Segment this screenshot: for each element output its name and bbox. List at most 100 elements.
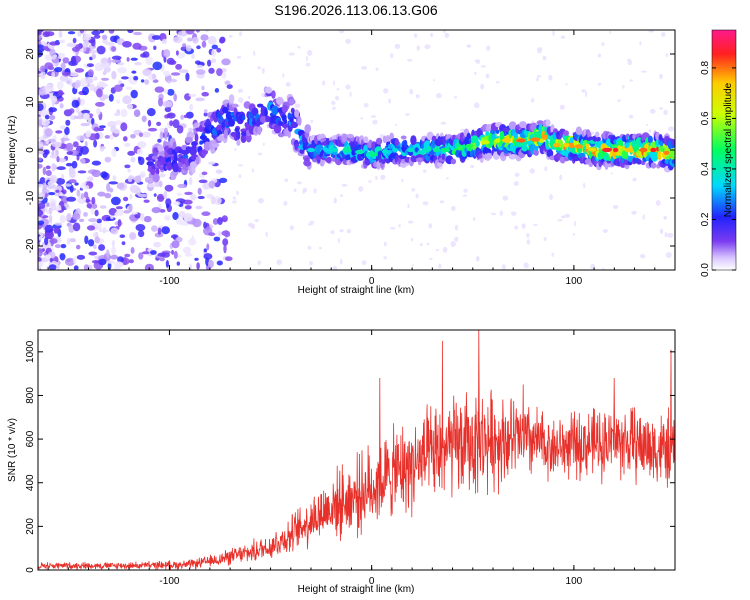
noise-blob — [64, 126, 70, 136]
noise-blob — [189, 194, 197, 201]
noise-blob — [141, 131, 151, 138]
noise-blob — [375, 175, 378, 180]
noise-blob — [379, 134, 384, 139]
noise-blob — [69, 184, 74, 193]
noise-blob — [69, 114, 77, 121]
ridge-blob — [394, 138, 399, 147]
colorbar-tick-label: 0.4 — [700, 162, 711, 176]
noise-blob — [585, 91, 588, 98]
noise-blob — [77, 170, 87, 174]
noise-blob — [83, 40, 89, 48]
noise-blob — [309, 220, 315, 224]
noise-blob — [91, 196, 96, 205]
ridge-blob — [223, 129, 228, 140]
noise-blob — [55, 204, 62, 211]
ridge-blob — [385, 135, 390, 142]
noise-blob — [232, 196, 237, 200]
noise-blob — [66, 42, 77, 48]
ridge-blob — [636, 159, 642, 165]
noise-blob — [137, 141, 147, 149]
noise-blob — [111, 196, 121, 206]
noise-blob — [50, 238, 54, 247]
noise-blob — [166, 57, 175, 65]
ridge-peak — [307, 147, 315, 153]
noise-blob — [138, 132, 143, 138]
noise-blob — [207, 35, 217, 45]
ridge-blob — [632, 133, 637, 140]
noise-blob — [451, 206, 456, 211]
ridge-blob — [450, 158, 457, 165]
noise-blob — [436, 92, 442, 99]
ridge-blob — [650, 162, 657, 169]
noise-blob — [91, 53, 97, 60]
ridge-blob — [533, 149, 539, 156]
noise-blob — [167, 80, 171, 84]
noise-blob — [115, 99, 121, 104]
noise-blob — [74, 182, 79, 186]
ridge-blob — [154, 147, 159, 153]
noise-blob — [153, 45, 157, 50]
noise-blob — [166, 113, 173, 117]
noise-blob — [453, 96, 458, 99]
noise-blob — [659, 228, 664, 235]
noise-blob — [111, 59, 121, 63]
noise-blob — [237, 164, 244, 167]
noise-blob — [559, 174, 563, 181]
noise-blob — [147, 127, 158, 132]
noise-blob — [557, 219, 563, 222]
noise-blob — [76, 254, 86, 260]
noise-blob — [68, 108, 75, 114]
noise-blob — [129, 193, 133, 200]
ridge-blob — [321, 158, 326, 165]
noise-blob — [221, 71, 227, 80]
noise-blob — [147, 119, 152, 127]
noise-blob — [140, 213, 145, 222]
noise-blob — [65, 257, 75, 266]
noise-blob — [305, 62, 311, 67]
noise-blob — [551, 252, 554, 257]
noise-blob — [40, 65, 46, 73]
noise-blob — [211, 49, 217, 58]
ridge-blob — [563, 130, 569, 137]
noise-blob — [73, 256, 77, 265]
noise-blob — [44, 149, 50, 155]
noise-blob — [454, 236, 459, 242]
noise-blob — [62, 57, 70, 64]
noise-blob — [184, 205, 192, 210]
noise-blob — [133, 109, 141, 117]
noise-blob — [536, 77, 539, 82]
noise-blob — [45, 140, 49, 144]
noise-blob — [128, 259, 134, 264]
noise-blob — [100, 171, 108, 179]
ridge-peak — [541, 134, 548, 139]
ridge-blob — [265, 86, 273, 94]
ridge-blob — [290, 121, 299, 129]
noise-blob — [88, 251, 98, 256]
noise-blob — [79, 30, 85, 34]
noise-blob — [150, 250, 157, 255]
noise-blob — [117, 219, 122, 228]
noise-blob — [98, 83, 109, 87]
ridge-blob — [670, 138, 675, 146]
noise-blob — [125, 86, 133, 90]
noise-blob — [170, 72, 181, 76]
noise-blob — [59, 103, 64, 109]
noise-blob — [439, 200, 445, 204]
noise-blob — [196, 45, 201, 50]
noise-blob — [216, 47, 222, 53]
noise-blob — [163, 191, 168, 200]
noise-blob — [533, 224, 538, 226]
noise-blob — [216, 68, 223, 77]
ridge-peak — [480, 140, 490, 145]
noise-blob — [238, 97, 244, 103]
noise-blob — [222, 238, 229, 246]
noise-blob — [307, 50, 313, 56]
noise-blob — [171, 240, 180, 249]
noise-blob — [294, 103, 301, 109]
noise-blob — [135, 224, 146, 232]
ridge-blob — [236, 139, 241, 146]
noise-blob — [85, 130, 92, 138]
